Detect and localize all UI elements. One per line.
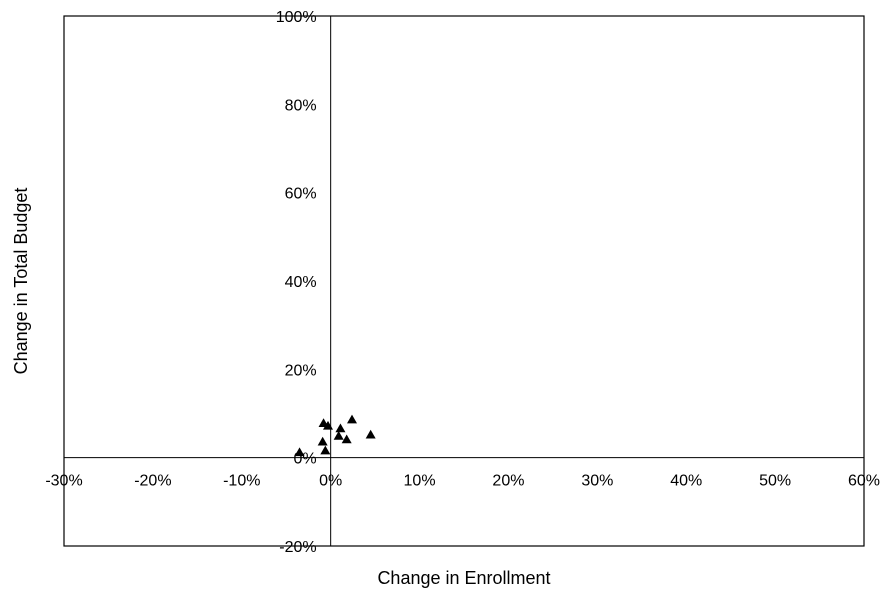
x-tick-labels: -30% -20% -10% 0% 10% 20% 30% 40% 50% 60% xyxy=(45,473,880,490)
x-tick-label: -10% xyxy=(223,473,260,490)
data-point-triangle xyxy=(294,447,305,457)
x-tick-label: 30% xyxy=(581,473,613,490)
y-tick-label: 100% xyxy=(276,9,317,26)
data-point-triangle xyxy=(341,434,352,444)
data-points xyxy=(294,414,376,457)
data-point-triangle xyxy=(323,420,333,430)
x-tick-label: -20% xyxy=(134,473,171,490)
x-axis-title: Change in Enrollment xyxy=(377,568,550,588)
x-tick-label: -30% xyxy=(45,473,82,490)
x-tick-label: 10% xyxy=(404,473,436,490)
y-tick-label: -20% xyxy=(279,539,316,556)
data-point-triangle xyxy=(365,429,376,439)
x-tick-label: 60% xyxy=(848,473,880,490)
y-tick-label: 40% xyxy=(285,274,317,291)
data-point-triangle xyxy=(335,423,346,433)
y-tick-labels: -20%0%20%40%60%80%100% xyxy=(276,9,317,556)
x-tick-label: 20% xyxy=(492,473,524,490)
y-tick-label: 60% xyxy=(285,186,317,203)
data-point-triangle xyxy=(333,431,344,440)
y-axis-title: Change in Total Budget xyxy=(11,188,31,375)
y-tick-label: 80% xyxy=(285,97,317,114)
plot-area xyxy=(63,15,865,547)
x-tick-label: 0% xyxy=(319,473,342,490)
data-point-triangle xyxy=(320,445,331,455)
x-tick-label: 40% xyxy=(670,473,702,490)
data-point-triangle xyxy=(347,414,357,424)
x-tick-label: 50% xyxy=(759,473,791,490)
data-point-triangle xyxy=(317,436,328,446)
y-tick-label: 20% xyxy=(285,362,317,379)
